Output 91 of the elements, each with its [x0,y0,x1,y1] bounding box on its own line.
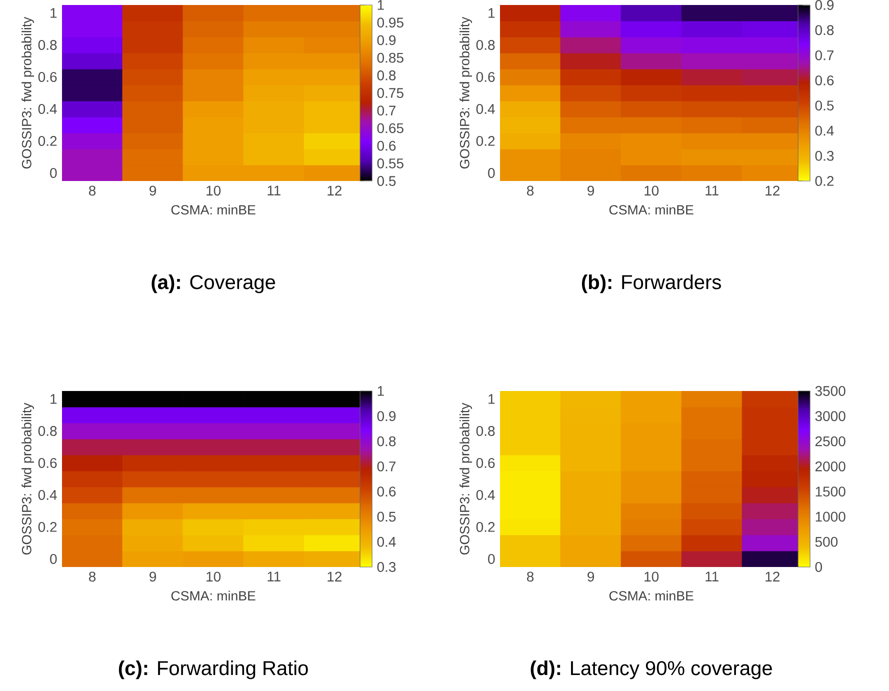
y-tick-label: 0 [50,168,57,178]
y-tick-label: 0.2 [476,522,495,532]
color-bar-label: 1000 [816,512,846,522]
color-bar-label: 1500 [816,486,846,497]
color-bar-label: 0.3 [815,150,834,161]
color-bar-label: 0.7 [377,461,396,472]
x-tick-label: 8 [526,186,534,196]
color-bar-label: 500 [815,536,838,547]
x-tick-label: 9 [588,572,594,582]
text: (b): Forwarders [582,274,721,294]
color-bar-label: 0.3 [377,562,396,572]
x-tick-label: 10 [644,186,659,196]
text: (c): Forwarding Ratio [118,660,308,680]
y-tick-label: 0.4 [38,104,57,114]
y-tick-label: 1 [488,394,495,404]
color-bar-label: 0.95 [377,18,404,28]
color-bar-label: 0.4 [377,536,396,547]
color-bar-label: 0.8 [377,70,396,80]
color-bar-label: 1 [378,386,384,396]
x-axis-title: CSMA: minBE [609,590,694,601]
x-tick-label: 12 [328,186,342,196]
x-tick-label: 9 [588,186,594,196]
y-tick-label: 0.2 [38,136,57,146]
x-tick-label: 11 [268,572,280,582]
color-bar-label: 1 [378,0,384,10]
color-bar-label: 0.8 [815,25,834,36]
x-tick-label: 10 [644,572,659,582]
color-bar-label: 0.5 [377,512,396,522]
y-tick-label: 0.8 [38,40,57,50]
x-tick-label: 8 [526,572,534,582]
x-tick-label: 12 [766,572,780,582]
x-tick-label: 9 [150,186,156,196]
color-bar-label: 0.8 [377,436,396,446]
y-tick-label: 0.6 [476,458,495,468]
x-axis-title: CSMA: minBE [171,590,256,601]
color-bar-label: 0.75 [377,88,404,98]
color-bar-label: 0.9 [377,35,396,46]
text: (a): Coverage [152,274,276,294]
color-bar-label: 0.7 [815,50,834,60]
y-tick-label: 0.6 [38,458,57,468]
y-tick-label: 1 [50,8,57,18]
x-tick-label: 12 [328,572,342,582]
color-bar-label: 0.5 [377,176,396,186]
x-tick-label: 11 [706,572,718,582]
color-bar-label: 0.85 [377,52,404,63]
color-bar-label: 0.5 [815,100,834,111]
color-bar-label: 0.9 [377,411,396,422]
y-tick-label: 0.2 [38,522,57,532]
x-tick-label: 11 [706,186,718,196]
color-bar-label: 0.55 [377,158,404,168]
y-tick-label: 0 [50,554,57,564]
y-tick-label: 0.6 [476,72,495,82]
color-bar-label: 0.6 [377,140,396,151]
x-tick-label: 12 [766,186,780,196]
x-tick-label: 9 [150,572,156,582]
x-axis-title: CSMA: minBE [609,204,694,215]
x-tick-label: 10 [206,186,221,196]
color-bar-label: 0.6 [377,486,396,497]
color-bar-label: 0.2 [815,176,834,186]
y-tick-label: 0.4 [476,490,495,500]
y-tick-label: 1 [50,394,57,404]
text: (d): Latency 90% coverage [530,660,772,680]
color-bar-label: 0.65 [377,123,404,134]
color-bar-label: 0.9 [815,0,834,10]
color-bar-label: 3500 [815,386,846,396]
x-tick-label: 10 [206,572,221,582]
y-tick-label: 0.8 [476,40,495,50]
y-tick-label: 0.8 [38,426,57,436]
color-bar-label: 3000 [815,411,846,422]
color-bar-label: 2000 [815,461,846,472]
y-tick-label: 0.4 [38,490,57,500]
y-tick-label: 0 [488,554,495,564]
x-tick-label: 8 [88,186,96,196]
color-bar-label: 2500 [815,436,846,446]
color-bar-label: 0.6 [815,75,834,86]
y-tick-label: 0.8 [476,426,495,436]
color-bar-label: 0 [815,562,822,572]
y-tick-label: 0 [488,168,495,178]
x-tick-label: 8 [88,572,96,582]
y-tick-label: 0.4 [476,104,495,114]
y-axis-title: GOSSIP3: fwd probability [22,16,34,169]
y-axis-title: GOSSIP3: fwd probability [460,402,472,555]
x-axis-title: CSMA: minBE [171,204,256,215]
color-bar-label: 0.7 [377,106,396,116]
color-bar-label: 0.4 [815,126,834,136]
y-axis-title: GOSSIP3: fwd probability [22,402,34,555]
y-tick-label: 0.6 [38,72,57,82]
y-tick-label: 0.2 [476,136,495,146]
y-tick-label: 1 [488,8,495,18]
y-axis-title: GOSSIP3: fwd probability [460,16,472,169]
x-tick-label: 11 [268,186,280,196]
